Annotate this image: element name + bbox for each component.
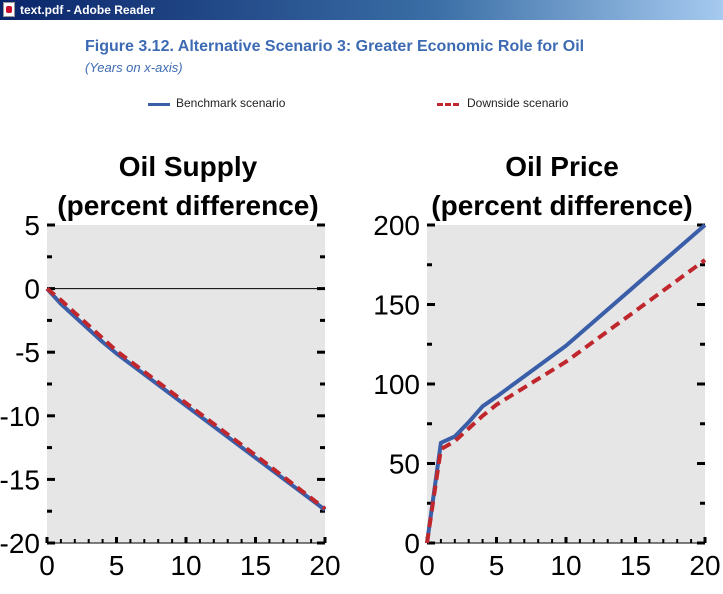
chart2-xtick-label: 15 <box>620 550 651 581</box>
chart1-title-line1: Oil Supply <box>119 151 258 182</box>
chart2-series-downside-line <box>425 258 707 544</box>
chart1-ytick-label: 5 <box>24 210 40 241</box>
chart2-plot-area <box>427 225 705 543</box>
chart2-xtick-label: 10 <box>550 550 581 581</box>
chart1-xtick-label: 0 <box>39 550 55 581</box>
figure-title: Figure 3.12. Alternative Scenario 3: Gre… <box>85 38 585 55</box>
chart1-series-benchmark-line <box>45 287 327 512</box>
chart1-xtick-label: 5 <box>109 550 125 581</box>
window-titlebar: text.pdf - Adobe Reader <box>0 0 723 20</box>
chart2-ytick-label: 200 <box>373 210 420 241</box>
chart1-ytick-label: -10 <box>0 401 40 432</box>
chart1-series-downside-line <box>45 287 327 511</box>
chart2-xtick-label: 5 <box>489 550 505 581</box>
chart2-ytick-label: 50 <box>389 449 420 480</box>
chart2-ytick-label: 0 <box>404 528 420 559</box>
pdf-icon <box>3 2 15 17</box>
figure-subtitle: (Years on x-axis) <box>85 60 183 75</box>
chart2-ytick-label: 150 <box>373 290 420 321</box>
chart1-ytick-label: 0 <box>24 274 40 305</box>
chart2-ytick-label: 100 <box>373 369 420 400</box>
chart1-ytick-label: -5 <box>15 337 40 368</box>
chart2-series-benchmark-line <box>425 223 707 544</box>
window-title: text.pdf - Adobe Reader <box>20 3 155 17</box>
chart1-xtick-label: 20 <box>309 550 340 581</box>
chart1-title-line2: (percent difference) <box>57 190 318 221</box>
chart2-title-line1: Oil Price <box>505 151 619 182</box>
legend-downside-label: Downside scenario <box>467 96 569 110</box>
legend-benchmark-swatch <box>148 103 170 106</box>
chart2-xtick-label: 0 <box>419 550 435 581</box>
chart1-ytick-label: -20 <box>0 528 40 559</box>
chart1-ytick-label: -15 <box>0 464 40 495</box>
chart1-plot-area <box>47 225 325 543</box>
chart1-xtick-label: 10 <box>170 550 201 581</box>
legend-benchmark-label: Benchmark scenario <box>176 96 286 110</box>
chart2-xtick-label: 20 <box>689 550 720 581</box>
legend-downside-swatch <box>437 103 459 106</box>
chart2-title-line2: (percent difference) <box>431 190 692 221</box>
chart1-xtick-label: 15 <box>240 550 271 581</box>
